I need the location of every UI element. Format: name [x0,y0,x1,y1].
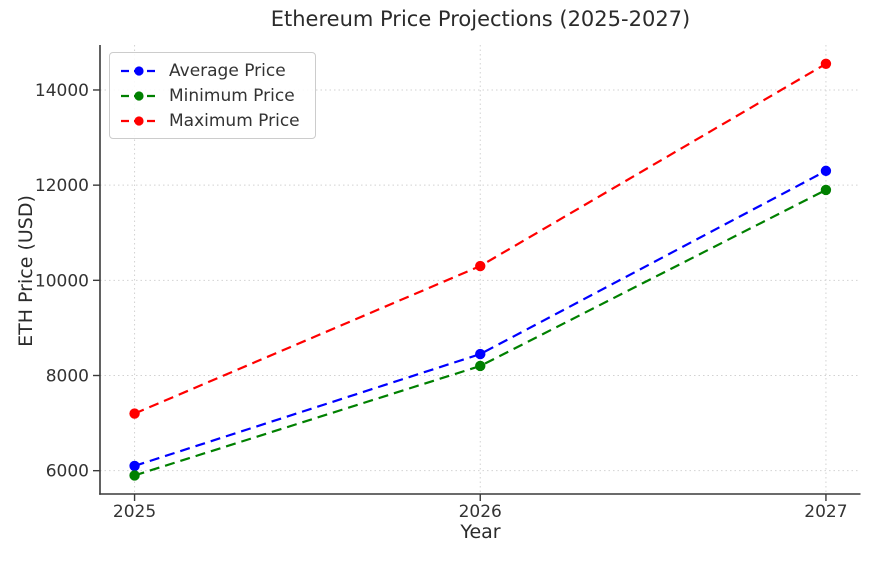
data-point-average-price [820,165,832,177]
y-tick-label: 10000 [35,271,89,291]
data-point-average-price [129,460,140,472]
legend-marker-dot-icon [134,115,144,126]
data-point-average-price [475,348,486,360]
legend-label: Average Price [169,60,286,81]
series-line-average-price [134,169,827,467]
legend-marker-dot-icon [134,90,144,101]
legend-label: Maximum Price [169,110,300,131]
data-point-minimum-price [475,360,486,372]
legend-label: Minimum Price [169,85,295,106]
legend-item: Average Price [120,59,300,82]
legend-item: Minimum Price [120,84,300,107]
x-axis-label: Year [460,521,501,543]
x-tick-label: 2025 [113,502,156,522]
y-tick-label: 12000 [35,176,89,196]
chart-title: Ethereum Price Projections (2025-2027) [270,7,691,31]
data-point-maximum-price [129,408,140,419]
series-line-minimum-price [134,188,827,477]
legend: Average Price Minimum Price Maximum Price [109,52,316,139]
x-tick-label: 2027 [804,502,847,522]
y-tick-label: 8000 [46,367,89,387]
legend-item: Maximum Price [120,109,300,132]
data-point-minimum-price [129,470,140,481]
legend-line-marker-icon [121,115,157,126]
legend-line-marker-icon [121,65,157,76]
legend-line-marker-icon [121,90,157,101]
x-tick-label: 2026 [459,502,502,522]
data-point-minimum-price [820,184,832,196]
data-point-maximum-price [820,58,832,69]
y-tick-label: 14000 [35,81,89,101]
data-point-maximum-price [475,260,486,272]
legend-marker-dot-icon [134,65,144,76]
y-tick-label: 6000 [46,462,89,482]
